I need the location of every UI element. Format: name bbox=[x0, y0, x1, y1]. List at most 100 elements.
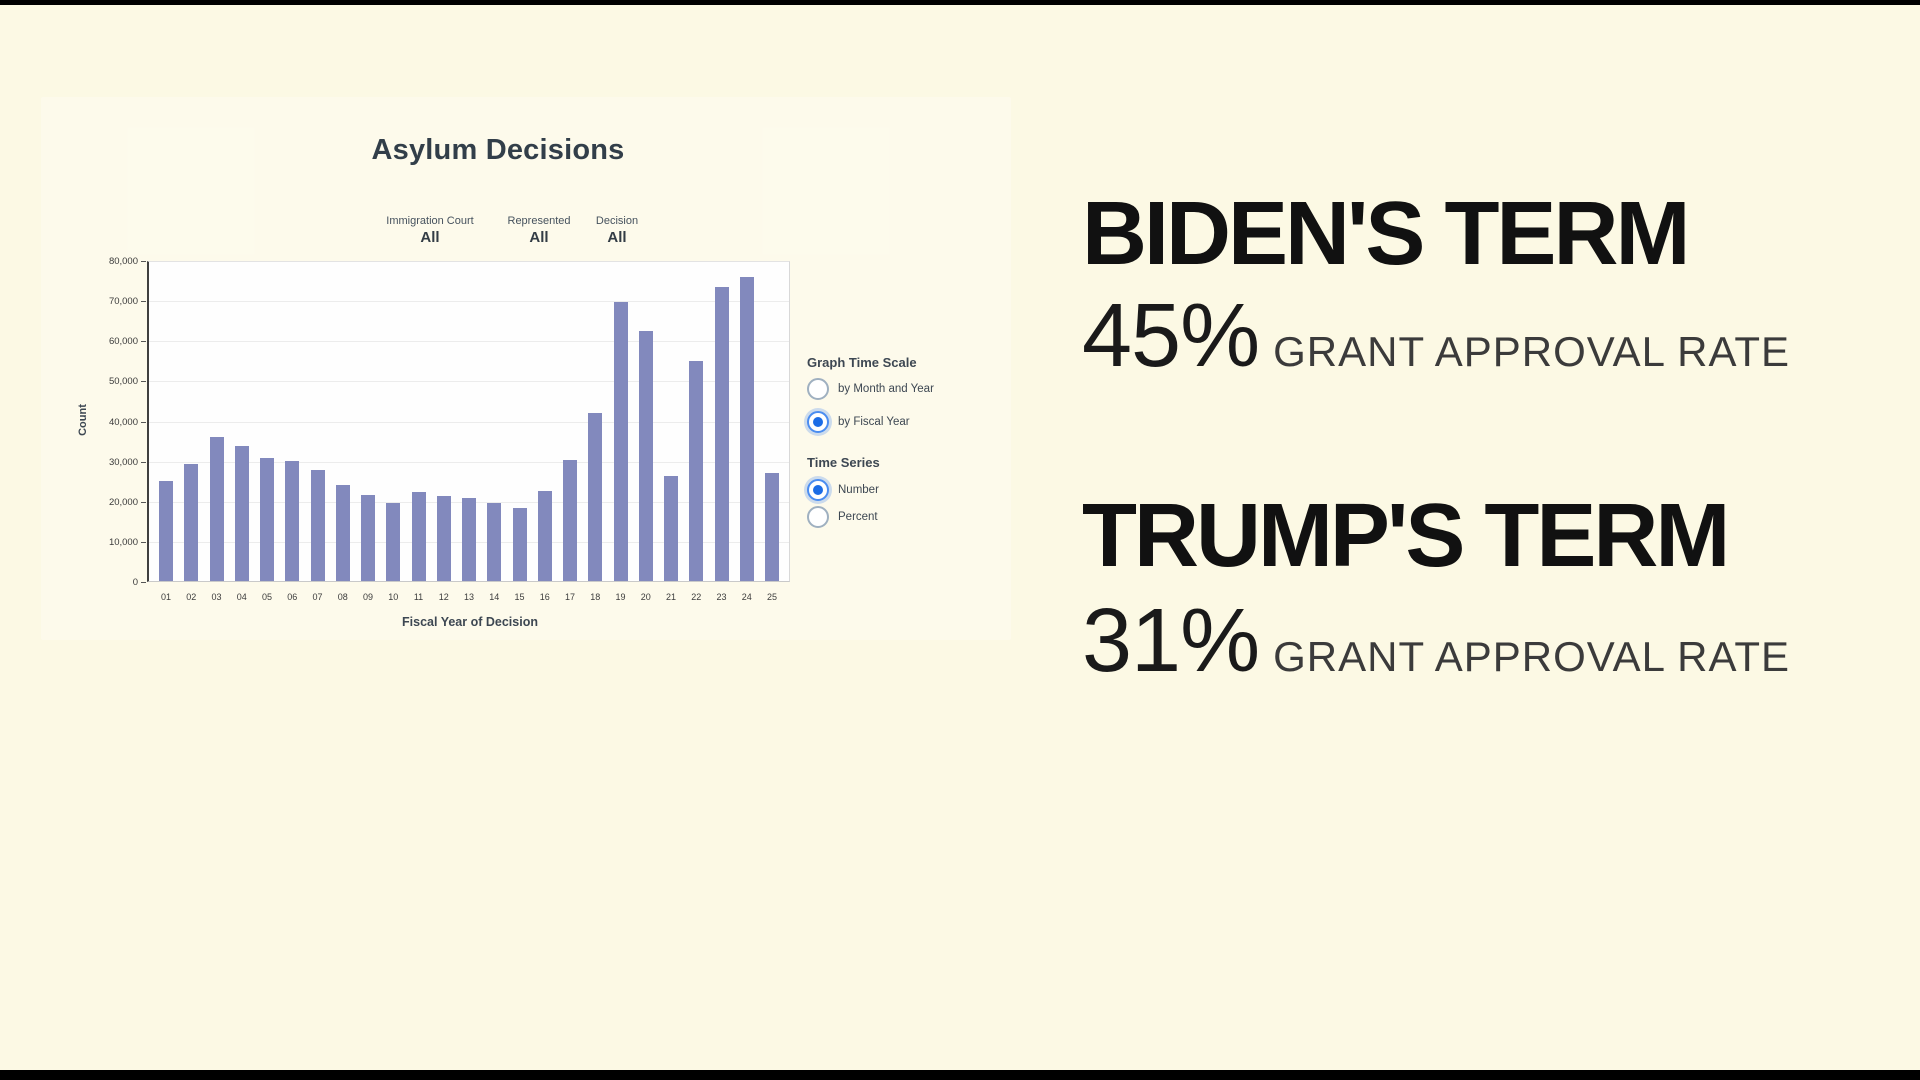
bar-fy-18[interactable] bbox=[588, 412, 603, 581]
x-tick-label: 07 bbox=[312, 592, 323, 602]
x-tick-label: 04 bbox=[236, 592, 247, 602]
filter-label: Represented bbox=[507, 215, 571, 227]
x-axis-title: Fiscal Year of Decision bbox=[402, 615, 538, 629]
bar-fy-13[interactable] bbox=[462, 497, 476, 581]
x-tick-label: 16 bbox=[539, 592, 550, 602]
radio-label[interactable]: by Month and Year bbox=[838, 383, 934, 395]
y-tick-label: 80,000 bbox=[108, 256, 138, 267]
gridline bbox=[149, 381, 789, 383]
x-tick-label: 09 bbox=[362, 592, 374, 602]
y-tick-mark bbox=[141, 381, 146, 383]
x-tick-label: 06 bbox=[287, 592, 298, 602]
trump-grant-rate-value: 31% bbox=[1082, 591, 1260, 691]
x-tick-label: 17 bbox=[564, 592, 576, 602]
biden-grant-rate-value: 45% bbox=[1082, 286, 1260, 386]
x-tick-label: 21 bbox=[665, 592, 677, 602]
x-tick-label: 12 bbox=[438, 592, 449, 602]
x-tick-label: 05 bbox=[261, 592, 273, 602]
y-tick-mark bbox=[141, 501, 146, 503]
x-tick-label: 13 bbox=[463, 592, 475, 602]
x-tick-label: 01 bbox=[160, 592, 172, 602]
y-tick-label: 20,000 bbox=[108, 496, 138, 508]
bar-fy-09[interactable] bbox=[361, 494, 375, 581]
radio-label[interactable]: by Fiscal Year bbox=[838, 416, 910, 428]
y-tick-mark bbox=[141, 582, 146, 583]
trump-grant-rate-caption: GRANT APPROVAL RATE bbox=[1273, 633, 1791, 680]
bar-fy-15[interactable] bbox=[512, 507, 527, 581]
bar-fy-06[interactable] bbox=[285, 461, 300, 581]
y-tick-mark bbox=[141, 461, 146, 463]
bar-fy-17[interactable] bbox=[563, 459, 577, 581]
bar-fy-22[interactable] bbox=[689, 361, 704, 581]
radio-label[interactable]: Number bbox=[838, 484, 879, 496]
bar-fy-01[interactable] bbox=[159, 481, 173, 581]
y-tick-label: 40,000 bbox=[108, 416, 138, 428]
y-axis-title: Count bbox=[77, 404, 89, 436]
y-tick-label: 50,000 bbox=[108, 376, 138, 388]
biden-grant-rate-caption: GRANT APPROVAL RATE bbox=[1273, 328, 1791, 375]
control-heading-graph-time-scale: Graph Time Scale bbox=[807, 355, 917, 370]
bar-fy-05[interactable] bbox=[260, 458, 274, 581]
bar-fy-16[interactable] bbox=[537, 491, 552, 581]
filter-label: Immigration Court bbox=[386, 215, 474, 227]
y-tick-label: 10,000 bbox=[108, 536, 138, 548]
x-tick-label: 08 bbox=[337, 592, 348, 602]
radio-button-icon[interactable] bbox=[807, 378, 829, 400]
gridline bbox=[149, 461, 789, 463]
bar-fy-07[interactable] bbox=[310, 469, 325, 581]
trump-term-heading: TRUMP'S TERM bbox=[1082, 486, 1730, 586]
radio-button-icon[interactable] bbox=[807, 411, 829, 433]
bar-fy-20[interactable] bbox=[638, 331, 653, 581]
radio-option-by-fiscal-year[interactable]: by Fiscal Year bbox=[807, 411, 1027, 433]
y-tick-mark bbox=[141, 421, 146, 423]
x-tick-label: 03 bbox=[211, 592, 222, 602]
x-tick-label: 19 bbox=[615, 592, 626, 602]
filter-value-dropdown[interactable]: All bbox=[529, 229, 549, 246]
x-tick-label: 23 bbox=[716, 592, 727, 602]
bar-fy-03[interactable] bbox=[209, 437, 224, 581]
y-tick-label: 30,000 bbox=[108, 456, 138, 468]
radio-option-number[interactable]: Number bbox=[807, 479, 1027, 501]
y-tick-mark bbox=[141, 341, 146, 343]
bar-fy-25[interactable] bbox=[765, 472, 779, 581]
bar-fy-21[interactable] bbox=[664, 476, 678, 581]
bar-fy-14[interactable] bbox=[487, 502, 502, 581]
radio-button-icon[interactable] bbox=[807, 506, 829, 528]
x-tick-label: 10 bbox=[388, 592, 399, 602]
x-tick-label: 14 bbox=[489, 592, 500, 602]
chart-title: Asylum Decisions bbox=[371, 134, 625, 166]
filter-immigration-court: Immigration Court All bbox=[386, 215, 473, 246]
x-tick-label: 20 bbox=[640, 592, 651, 602]
x-tick-label: 18 bbox=[590, 592, 601, 602]
radio-label[interactable]: Percent bbox=[838, 511, 878, 523]
y-tick-label: 70,000 bbox=[108, 296, 138, 308]
trump-stat-line: 31% GRANT APPROVAL RATE bbox=[1082, 596, 1790, 686]
radio-button-icon[interactable] bbox=[807, 479, 829, 501]
radio-option-percent[interactable]: Percent bbox=[807, 506, 1027, 528]
bar-fy-10[interactable] bbox=[386, 503, 401, 581]
bar-fy-19[interactable] bbox=[613, 302, 628, 581]
gridline bbox=[149, 341, 789, 343]
bar-fy-04[interactable] bbox=[234, 445, 249, 581]
bar-fy-12[interactable] bbox=[436, 496, 451, 581]
filter-value-dropdown[interactable]: All bbox=[607, 229, 627, 246]
x-tick-label: 25 bbox=[766, 592, 778, 602]
filter-value-dropdown[interactable]: All bbox=[420, 229, 440, 246]
biden-stat-line: 45% GRANT APPROVAL RATE bbox=[1082, 291, 1790, 381]
filter-decision: Decision All bbox=[596, 215, 638, 246]
bar-fy-24[interactable] bbox=[739, 276, 754, 581]
bar-fy-23[interactable] bbox=[714, 287, 729, 581]
control-heading-time-series: Time Series bbox=[807, 455, 880, 470]
bar-fy-08[interactable] bbox=[335, 485, 350, 581]
bar-fy-11[interactable] bbox=[411, 491, 426, 581]
letterbox-top-bar bbox=[0, 0, 1920, 5]
y-tick-mark bbox=[141, 301, 146, 303]
biden-term-heading: BIDEN'S TERM bbox=[1082, 184, 1690, 284]
radio-option-by-month-and-year[interactable]: by Month and Year bbox=[807, 378, 1027, 400]
y-tick-label: 60,000 bbox=[108, 336, 138, 348]
bar-fy-02[interactable] bbox=[184, 463, 199, 581]
chart-controls: Graph Time Scale by Month and Year by Fisc… bbox=[807, 355, 1027, 528]
filter-label: Decision bbox=[595, 215, 639, 227]
x-tick-label: 24 bbox=[741, 592, 752, 602]
x-tick-label: 22 bbox=[691, 592, 702, 602]
